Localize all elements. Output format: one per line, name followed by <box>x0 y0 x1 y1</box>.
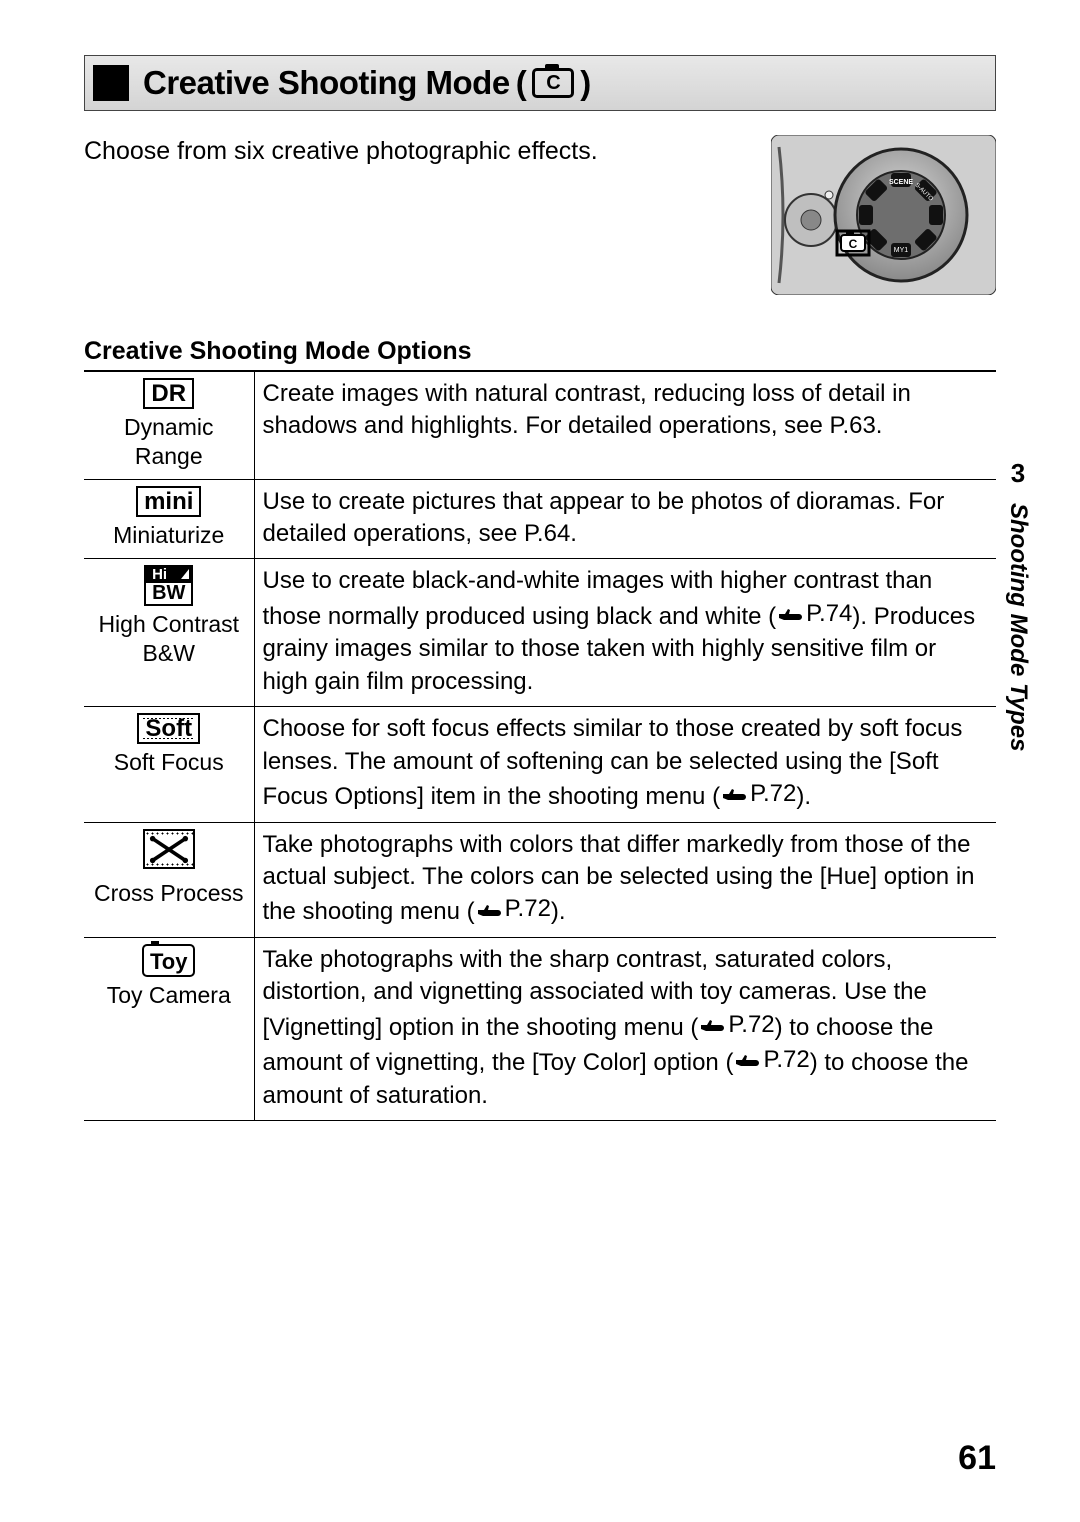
ref-text: P.72 <box>763 1044 809 1076</box>
page-title: Creative Shooting Mode ( C ) <box>143 64 591 102</box>
page-ref: P.72 <box>733 1044 809 1076</box>
chapter-label: Shooting Mode Types <box>1004 503 1032 751</box>
header-accent-square <box>93 65 129 101</box>
ref-text: P.72 <box>728 1009 774 1041</box>
option-description: Take photographs with colors that differ… <box>254 822 996 937</box>
pointer-icon <box>720 784 748 804</box>
table-row: Hi BW High Contrast B&W Use to create bl… <box>84 559 996 707</box>
intro-text: Choose from six creative photographic ef… <box>84 135 741 169</box>
dr-icon: DR <box>143 378 194 409</box>
option-description: Choose for soft focus effects similar to… <box>254 707 996 822</box>
creative-mode-icon: C <box>532 68 574 98</box>
svg-text:SCENE: SCENE <box>889 179 913 186</box>
ref-text: P.72 <box>505 893 551 925</box>
ref-text: P.74 <box>806 598 852 630</box>
pointer-icon <box>475 900 503 920</box>
table-row: mini Miniaturize Use to create pictures … <box>84 479 996 559</box>
ref-text: P.72 <box>750 778 796 810</box>
table-row: Toy Toy Camera Take photographs with the… <box>84 937 996 1120</box>
table-row: Cross Process Take photographs with colo… <box>84 822 996 937</box>
mini-icon: mini <box>136 486 201 517</box>
chapter-number: 3 <box>1011 458 1025 489</box>
hi-bw-top: Hi <box>146 567 191 583</box>
svg-text:MY1: MY1 <box>894 247 909 254</box>
pointer-icon <box>776 604 804 624</box>
table-row: Soft Soft Focus Choose for soft focus ef… <box>84 707 996 822</box>
side-tab: 3 Shooting Mode Types <box>1004 458 1032 751</box>
page-number: 61 <box>958 1439 996 1478</box>
close-paren: ) <box>580 64 591 102</box>
desc-part: Take photographs with colors that differ… <box>263 831 975 926</box>
toy-icon: Toy <box>142 944 195 977</box>
option-label: High Contrast B&W <box>98 611 239 666</box>
page-ref: P.72 <box>698 1009 774 1041</box>
desc-part: ). <box>551 899 566 926</box>
option-description: Take photographs with the sharp contrast… <box>254 937 996 1120</box>
open-paren: ( <box>516 64 527 102</box>
option-label: Soft Focus <box>114 749 224 775</box>
option-description: Use to create black-and-white images wit… <box>254 559 996 707</box>
page-ref: P.74 <box>776 598 852 630</box>
section-header: Creative Shooting Mode ( C ) <box>84 55 996 111</box>
option-label: Dynamic Range <box>124 414 213 469</box>
desc-part: ). <box>796 783 811 810</box>
desc-part: Choose for soft focus effects similar to… <box>263 715 963 810</box>
page-ref: P.72 <box>475 893 551 925</box>
title-text: Creative Shooting Mode <box>143 64 510 102</box>
page-ref: P.72 <box>720 778 796 810</box>
soft-icon: Soft <box>137 713 200 744</box>
option-description: Use to create pictures that appear to be… <box>254 479 996 559</box>
svg-text:C: C <box>849 237 858 251</box>
hi-bw-icon: Hi BW <box>144 565 193 606</box>
option-label: Miniaturize <box>113 522 224 548</box>
hi-bw-bot: BW <box>146 583 191 604</box>
pointer-icon <box>698 1015 726 1035</box>
option-label: Toy Camera <box>107 982 231 1008</box>
pointer-icon <box>733 1050 761 1070</box>
subheading: Creative Shooting Mode Options <box>84 337 996 366</box>
options-table: DR Dynamic Range Create images with natu… <box>84 372 996 1121</box>
table-row: DR Dynamic Range Create images with natu… <box>84 372 996 479</box>
mode-dial-illustration: SCENE S-AUTO MY1 C <box>771 135 996 295</box>
option-description: Create images with natural contrast, red… <box>254 372 996 479</box>
option-label: Cross Process <box>94 880 244 906</box>
cross-process-icon <box>143 829 195 869</box>
